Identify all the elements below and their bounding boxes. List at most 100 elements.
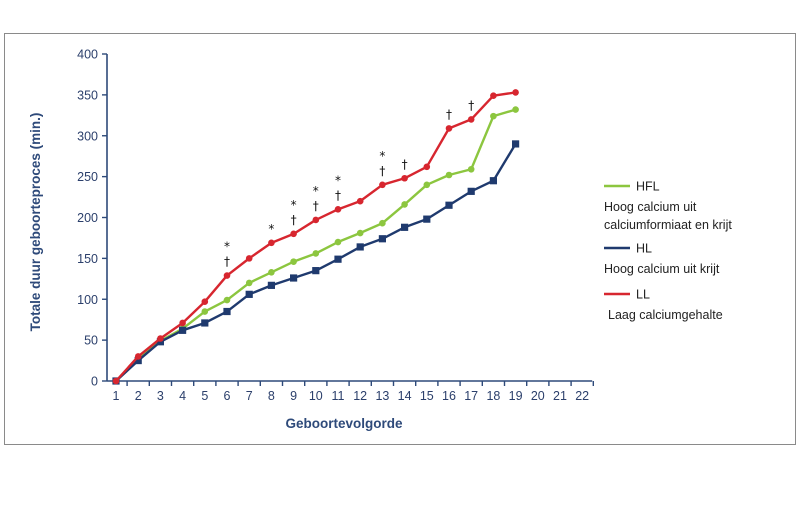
data-point-ll	[401, 174, 408, 182]
data-point-hfl	[401, 201, 408, 208]
data-point-ll	[356, 197, 364, 205]
data-point-hfl	[467, 165, 475, 173]
legend-description-ll: Laag calciumgehalte	[608, 308, 723, 322]
data-point-ll	[423, 163, 431, 171]
y-axis-label: Totale duur geboorteproces (min.)	[28, 113, 43, 332]
y-tick-label: 200	[77, 211, 98, 225]
y-tick-label: 250	[77, 170, 98, 184]
data-point-ll	[223, 272, 231, 279]
significance-asterisk: *	[268, 222, 274, 236]
series-line-hl	[115, 143, 517, 382]
data-point-hl	[179, 326, 187, 334]
significance-dagger: †	[224, 255, 230, 269]
x-tick-label: 19	[509, 389, 523, 403]
data-point-hfl	[490, 112, 497, 120]
y-tick-label: 300	[77, 129, 98, 143]
x-tick-label: 7	[246, 389, 253, 403]
data-point-ll	[179, 319, 186, 327]
x-tick-label: 6	[224, 389, 231, 403]
data-point-hfl	[423, 181, 431, 189]
data-point-hfl	[445, 171, 453, 179]
data-point-hl	[290, 274, 298, 282]
data-point-hl	[489, 177, 497, 185]
data-point-hfl	[356, 229, 364, 237]
data-point-hfl	[223, 296, 231, 304]
x-tick-label: 9	[290, 389, 297, 403]
significance-dagger: †	[402, 157, 408, 171]
data-point-ll	[157, 335, 164, 342]
x-ticks: 1 2 3 4 5 6 7 8 9 10 11 12 13 14 15 16 17 18 19 20 21 22	[113, 381, 594, 403]
x-tick-label: 11	[332, 389, 345, 403]
y-ticks: 0 50 100 150 200 250 300 350 400	[77, 48, 107, 389]
data-point-hl	[401, 223, 409, 231]
data-point-hfl	[379, 219, 386, 227]
significance-annotations: *†**†*†*†*† †††	[224, 98, 474, 268]
x-tick-label: 22	[575, 389, 589, 403]
data-point-hl	[134, 356, 142, 365]
x-tick-label: 18	[486, 389, 500, 403]
data-point-hfl	[245, 279, 253, 287]
legend-description-hl: Hoog calcium uit krijt	[604, 262, 720, 276]
data-point-ll	[268, 239, 275, 247]
data-point-hfl	[268, 268, 275, 276]
x-tick-label: 21	[553, 389, 567, 403]
x-tick-label: 17	[464, 389, 478, 403]
data-point-ll	[445, 125, 453, 132]
x-tick-label: 8	[268, 389, 275, 403]
significance-dagger: †	[379, 164, 385, 178]
legend-label-hl: HL	[636, 242, 652, 256]
legend: HFL Hoog calcium uit calciumformiaat en kr…	[604, 180, 732, 322]
series-hl	[112, 140, 520, 385]
x-axis-label: Geboortevolgorde	[285, 416, 403, 431]
significance-dagger: †	[313, 199, 319, 213]
significance-dagger: †	[468, 98, 474, 112]
data-point-ll	[512, 89, 519, 96]
legend-description-hfl: Hoog calcium uit	[604, 200, 697, 214]
series-ll	[112, 89, 519, 385]
x-tick-label: 1	[113, 389, 120, 403]
data-point-ll	[245, 255, 253, 262]
legend-label-ll: LL	[636, 288, 650, 302]
data-point-ll	[490, 92, 497, 99]
x-tick-label: 2	[135, 389, 142, 403]
data-point-hl	[356, 243, 364, 251]
data-point-hl	[312, 267, 320, 275]
significance-dagger: †	[291, 213, 297, 227]
data-point-ll	[290, 230, 297, 238]
data-point-hl	[267, 281, 275, 289]
data-point-ll	[312, 216, 320, 224]
significance-asterisk: *	[379, 149, 385, 163]
x-tick-label: 16	[442, 389, 456, 403]
legend-label-hfl: HFL	[636, 180, 660, 194]
significance-dagger: †	[335, 188, 341, 202]
data-point-ll	[201, 298, 209, 306]
significance-asterisk: *	[335, 173, 341, 187]
x-tick-label: 3	[157, 389, 164, 403]
x-tick-label: 5	[201, 389, 208, 403]
data-point-hl	[245, 290, 253, 298]
x-tick-label: 15	[420, 389, 434, 403]
data-point-ll	[379, 181, 386, 189]
x-tick-label: 14	[398, 389, 412, 403]
series-layer	[112, 89, 520, 385]
y-tick-label: 0	[91, 375, 98, 389]
y-tick-label: 150	[77, 252, 98, 266]
y-tick-label: 100	[77, 293, 98, 307]
data-point-ll	[134, 353, 142, 360]
x-tick-label: 10	[309, 389, 323, 403]
data-point-hfl	[312, 250, 320, 257]
data-point-ll	[467, 116, 475, 123]
data-point-hfl	[512, 106, 519, 113]
series-hfl	[112, 106, 519, 385]
data-point-ll	[112, 377, 120, 385]
y-tick-label: 400	[77, 48, 98, 62]
data-point-hfl	[290, 258, 297, 265]
chart-frame	[4, 33, 796, 445]
x-tick-label: 12	[353, 389, 367, 403]
series-line-hfl	[115, 108, 516, 382]
data-point-hl	[334, 255, 342, 263]
data-point-hl	[378, 235, 386, 243]
data-point-hl	[201, 319, 209, 327]
data-point-hl	[423, 215, 431, 223]
